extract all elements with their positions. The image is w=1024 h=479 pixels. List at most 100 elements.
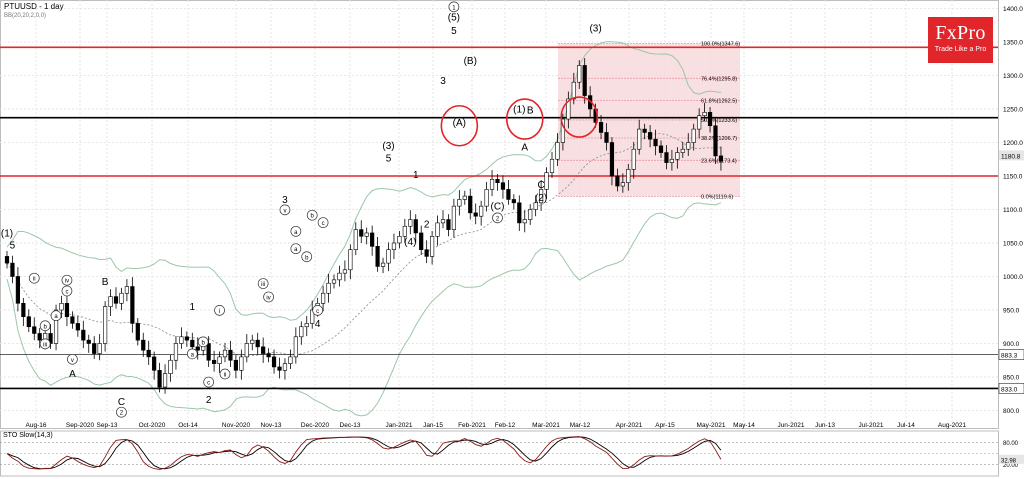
wave-label: a bbox=[294, 230, 298, 236]
stochastic-current-label: 32.98 bbox=[1001, 458, 1017, 464]
candle-body bbox=[152, 356, 157, 371]
wave-label: C bbox=[118, 397, 125, 408]
highlight-circle bbox=[560, 96, 599, 138]
candle-body bbox=[522, 219, 527, 224]
y-tick-label: 1350.0 bbox=[1003, 40, 1023, 47]
candle-body bbox=[489, 179, 495, 190]
y-tick-label: 1250.0 bbox=[1003, 107, 1023, 114]
wave-label-circle bbox=[492, 212, 503, 224]
candle-body bbox=[424, 249, 429, 257]
wave-label-circle bbox=[301, 251, 313, 263]
wave-label: 5 bbox=[451, 26, 457, 37]
candle-body bbox=[130, 286, 135, 324]
candle-body bbox=[320, 292, 326, 304]
wave-label: iv bbox=[65, 279, 69, 285]
indicator-label: BB(20,20,2,0,0) bbox=[4, 13, 47, 19]
candle-body bbox=[380, 262, 386, 267]
candle-body bbox=[620, 182, 625, 187]
stochastic-signal-line bbox=[6, 436, 722, 470]
candle-body bbox=[484, 189, 489, 207]
bollinger-lower-band bbox=[6, 202, 722, 417]
y-tick-label: 1150.0 bbox=[1003, 174, 1023, 181]
candle-body bbox=[457, 199, 462, 207]
candle-body bbox=[479, 205, 484, 217]
stochastic-tick-label: 80.00 bbox=[1003, 441, 1019, 447]
wave-label: 4 bbox=[315, 319, 321, 330]
wave-label: 5 bbox=[10, 240, 16, 251]
candle-body bbox=[517, 202, 522, 224]
x-tick-label: Jun-13 bbox=[815, 422, 835, 429]
x-tick-label: Jan-2021 bbox=[385, 422, 412, 429]
x-tick-label: Dec-13 bbox=[340, 422, 361, 429]
x-tick-label: Feb-12 bbox=[495, 422, 516, 429]
wave-label-circle bbox=[67, 353, 78, 365]
wave-label-circle bbox=[28, 272, 40, 284]
candle-body bbox=[549, 158, 555, 173]
candle-body bbox=[113, 296, 119, 304]
candle-body bbox=[108, 296, 113, 307]
x-tick-label: Oct-14 bbox=[178, 422, 198, 429]
wave-label-circle bbox=[50, 310, 62, 322]
candle-body bbox=[533, 202, 538, 210]
candle-body bbox=[495, 179, 500, 184]
candle-body bbox=[386, 249, 391, 264]
candle-body bbox=[462, 195, 467, 200]
x-tick-label: Oct-2020 bbox=[139, 422, 166, 429]
candle-body bbox=[48, 333, 53, 344]
candle-body bbox=[353, 229, 358, 251]
stochastic-tick-label: 20.00 bbox=[1003, 463, 1019, 469]
candle-body bbox=[288, 356, 293, 364]
wave-label-circle bbox=[219, 368, 231, 380]
wave-label: b bbox=[305, 255, 309, 261]
candle-body bbox=[669, 158, 674, 163]
price-level-box bbox=[998, 383, 1024, 394]
candle-body bbox=[375, 246, 380, 267]
bollinger-middle-band bbox=[6, 133, 722, 357]
candle-body bbox=[10, 262, 15, 277]
candle-body bbox=[675, 152, 680, 160]
wave-label: a bbox=[294, 247, 298, 253]
y-tick-label: 950.0 bbox=[1003, 308, 1020, 315]
y-tick-label: 1050.0 bbox=[1003, 241, 1023, 248]
y-tick-label: 1000.0 bbox=[1003, 274, 1023, 281]
candle-body bbox=[157, 369, 162, 388]
wave-label-circle bbox=[279, 204, 291, 216]
candle-body bbox=[261, 346, 266, 354]
x-tick-label: Sep-13 bbox=[97, 422, 118, 429]
candle-body bbox=[718, 155, 724, 162]
candle-body bbox=[707, 112, 713, 127]
candle-body bbox=[304, 323, 309, 328]
candle-body bbox=[228, 349, 233, 361]
wave-label: (B) bbox=[464, 56, 477, 67]
candle-body bbox=[713, 125, 718, 157]
x-tick-label: Apr-2021 bbox=[616, 422, 643, 429]
x-tick-label: Jan-15 bbox=[423, 422, 443, 429]
candle-body bbox=[59, 302, 64, 311]
stochastic-main-line bbox=[6, 436, 722, 470]
wave-label: 2 bbox=[496, 216, 500, 222]
candle-body bbox=[598, 122, 604, 133]
candle-body bbox=[97, 343, 102, 354]
wave-label-circle bbox=[186, 348, 198, 360]
candle-body bbox=[26, 316, 31, 328]
wave-label-circle bbox=[317, 217, 329, 228]
wave-label: iii bbox=[43, 342, 47, 348]
wave-label: c bbox=[207, 381, 210, 387]
candle-body bbox=[348, 249, 353, 271]
wave-label: b bbox=[202, 340, 206, 346]
candle-body bbox=[217, 356, 222, 364]
wave-label: A bbox=[521, 143, 528, 154]
candle-body bbox=[408, 219, 413, 227]
candle-body bbox=[293, 336, 298, 358]
candle-body bbox=[75, 323, 80, 331]
x-tick-label: Nov-2020 bbox=[222, 422, 251, 429]
wave-label: iv bbox=[266, 295, 270, 301]
y-tick-label: 850.0 bbox=[1003, 375, 1020, 382]
wave-label: 3 bbox=[440, 76, 446, 87]
wave-label: c bbox=[65, 289, 68, 295]
wave-label-circle bbox=[214, 305, 225, 316]
wave-label: 5 bbox=[386, 153, 392, 164]
wave-label: ii bbox=[33, 277, 36, 283]
wave-label: (1) bbox=[1, 228, 13, 239]
wave-label: b bbox=[311, 214, 315, 220]
